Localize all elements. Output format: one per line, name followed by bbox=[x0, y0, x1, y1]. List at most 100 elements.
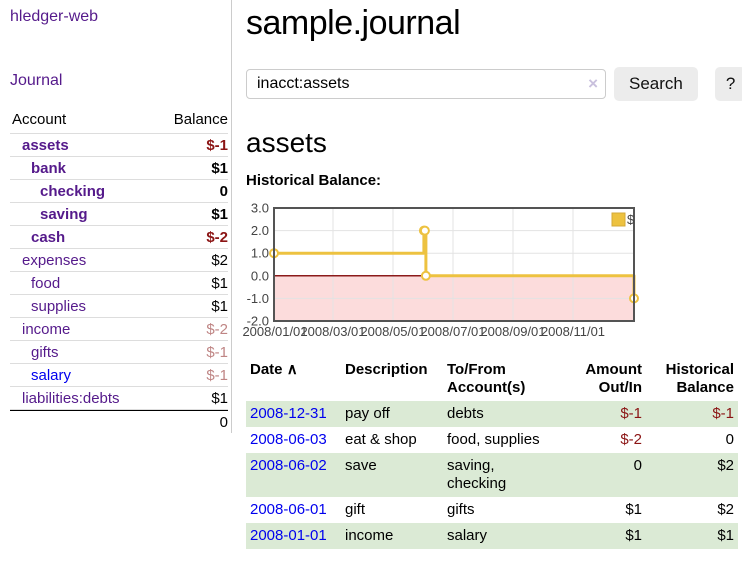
svg-text:-1.0: -1.0 bbox=[247, 291, 269, 306]
clear-search-icon[interactable]: × bbox=[588, 74, 598, 93]
amount-header-line1: Amount bbox=[585, 361, 642, 378]
chart-negative-region bbox=[275, 275, 633, 320]
transaction-balance: $2 bbox=[717, 501, 734, 518]
account-balance: $2 bbox=[211, 251, 228, 269]
transaction-row: 2008-06-02 save saving, checking 0 $2 bbox=[246, 453, 738, 497]
transaction-balance: $1 bbox=[717, 527, 734, 544]
transaction-description: eat & shop bbox=[345, 431, 417, 448]
svg-text:2008/09/01: 2008/09/01 bbox=[480, 324, 545, 339]
legend-swatch-icon bbox=[611, 212, 626, 227]
accounts-table-header: Account Balance bbox=[10, 108, 228, 134]
transaction-date-link[interactable]: 2008-12-31 bbox=[250, 405, 327, 422]
transaction-description: save bbox=[345, 457, 377, 474]
account-balance: $-1 bbox=[206, 366, 228, 384]
transaction-balance: 0 bbox=[725, 431, 734, 448]
transaction-date-link[interactable]: 2008-06-01 bbox=[250, 501, 327, 518]
account-balance: $1 bbox=[211, 159, 228, 177]
brand-link[interactable]: hledger-web bbox=[10, 8, 99, 25]
search-form: × Search ? bbox=[246, 66, 742, 102]
account-balance: $1 bbox=[211, 297, 228, 315]
account-link[interactable]: income bbox=[22, 320, 71, 338]
chart-border bbox=[273, 207, 635, 322]
balance-column-header: Balance bbox=[173, 111, 228, 128]
account-link[interactable]: gifts bbox=[31, 343, 59, 361]
svg-text:2008/07/01: 2008/07/01 bbox=[420, 324, 485, 339]
search-input-wrap: × bbox=[246, 69, 606, 99]
balance-header-line1: Historical bbox=[665, 361, 734, 378]
account-column-header: Account bbox=[12, 111, 67, 128]
account-row-checking: checking 0 bbox=[10, 180, 228, 203]
chart-canvas: $ 3.0 2.0 1.0 0.0 -1.0 -2.0 2008/01/01 2… bbox=[242, 201, 639, 339]
chart-legend: $ bbox=[611, 212, 635, 227]
account-link[interactable]: salary bbox=[31, 366, 72, 384]
account-row-income: income $-2 bbox=[10, 318, 228, 341]
account-balance: $1 bbox=[211, 205, 228, 223]
transaction-date-link[interactable]: 2008-06-03 bbox=[250, 431, 327, 448]
account-balance: $1 bbox=[211, 274, 228, 292]
transaction-row: 2008-01-01 income salary $1 $1 bbox=[246, 523, 738, 549]
accounts-header-line2: Account(s) bbox=[447, 379, 526, 396]
transaction-amount: $1 bbox=[625, 501, 642, 518]
svg-text:3.0: 3.0 bbox=[251, 201, 269, 216]
account-link[interactable]: assets bbox=[22, 136, 69, 154]
account-balance: $-2 bbox=[206, 320, 228, 338]
svg-text:-2.0: -2.0 bbox=[247, 314, 269, 329]
transaction-date-link[interactable]: 2008-01-01 bbox=[250, 527, 327, 544]
transaction-row: 2008-12-31 pay off debts $-1 $-1 bbox=[246, 401, 738, 427]
accounts-table: Account Balance assets $-1 bank $1 check… bbox=[10, 108, 228, 433]
historical-balance-chart[interactable]: $ 3.0 2.0 1.0 0.0 -1.0 -2.0 2008/01/01 2… bbox=[236, 200, 646, 342]
transaction-balance: $-1 bbox=[712, 405, 734, 422]
transaction-row: 2008-06-03 eat & shop food, supplies $-2… bbox=[246, 427, 738, 453]
account-link[interactable]: checking bbox=[40, 182, 106, 200]
transaction-date-link[interactable]: 2008-06-02 bbox=[250, 457, 327, 474]
account-row-cash: cash $-2 bbox=[10, 226, 228, 249]
account-link[interactable]: cash bbox=[31, 228, 66, 246]
transaction-accounts: salary bbox=[447, 527, 488, 544]
amount-column-header: Amount Out/In bbox=[561, 359, 646, 401]
accounts-header-line1: To/From bbox=[447, 361, 506, 378]
svg-text:0.0: 0.0 bbox=[251, 268, 269, 283]
chart-title: Historical Balance: bbox=[246, 172, 382, 189]
account-link[interactable]: saving bbox=[40, 205, 88, 223]
legend-label: $ bbox=[627, 212, 635, 227]
account-row-saving: saving $1 bbox=[10, 203, 228, 226]
search-button[interactable]: Search bbox=[614, 67, 698, 101]
date-column-header[interactable]: Date ∧ bbox=[246, 359, 341, 401]
sidebar: hledger-web Journal Account Balance asse… bbox=[0, 0, 232, 433]
transaction-amount: $-1 bbox=[620, 405, 642, 422]
search-input[interactable] bbox=[246, 69, 606, 99]
svg-text:1.0: 1.0 bbox=[251, 246, 269, 261]
transaction-description: income bbox=[345, 527, 394, 544]
account-link[interactable]: food bbox=[31, 274, 61, 292]
account-link[interactable]: liabilities:debts bbox=[22, 389, 120, 407]
svg-text:2.0: 2.0 bbox=[251, 223, 269, 238]
account-balance: $-1 bbox=[206, 136, 228, 154]
register-table: Date ∧ Description To/From Account(s) Am… bbox=[246, 359, 738, 549]
balance-header-line2: Balance bbox=[676, 379, 734, 396]
description-column-header: Description bbox=[345, 361, 428, 378]
account-row-assets: assets $-1 bbox=[10, 134, 228, 157]
help-button[interactable]: ? bbox=[714, 67, 742, 101]
main-content: sample.journal × Search ? assets Histori… bbox=[232, 0, 742, 549]
svg-text:2008/01/01: 2008/01/01 bbox=[242, 324, 307, 339]
sidebar-item-journal[interactable]: Journal bbox=[10, 72, 63, 89]
account-link[interactable]: bank bbox=[31, 159, 67, 177]
account-row-liabilities-debts: liabilities:debts $1 bbox=[10, 387, 228, 410]
account-link[interactable]: supplies bbox=[31, 297, 87, 315]
transaction-accounts: debts bbox=[447, 405, 484, 422]
account-link[interactable]: expenses bbox=[22, 251, 87, 269]
accounts-total-value: 0 bbox=[219, 413, 228, 431]
account-row-food: food $1 bbox=[10, 272, 228, 295]
transaction-row: 2008-06-01 gift gifts $1 $2 bbox=[246, 497, 738, 523]
date-header-label: Date bbox=[250, 361, 283, 378]
account-row-expenses: expenses $2 bbox=[10, 249, 228, 272]
sort-ascending-icon: ∧ bbox=[286, 361, 298, 378]
accounts-total-row: 0 bbox=[10, 410, 228, 433]
account-balance: $-2 bbox=[206, 228, 228, 246]
account-row-supplies: supplies $1 bbox=[10, 295, 228, 318]
account-row-bank: bank $1 bbox=[10, 157, 228, 180]
register-table-header: Date ∧ Description To/From Account(s) Am… bbox=[246, 359, 738, 401]
svg-text:2008/05/01: 2008/05/01 bbox=[360, 324, 425, 339]
transaction-accounts: gifts bbox=[447, 501, 475, 518]
accounts-column-header: To/From Account(s) bbox=[443, 359, 561, 401]
